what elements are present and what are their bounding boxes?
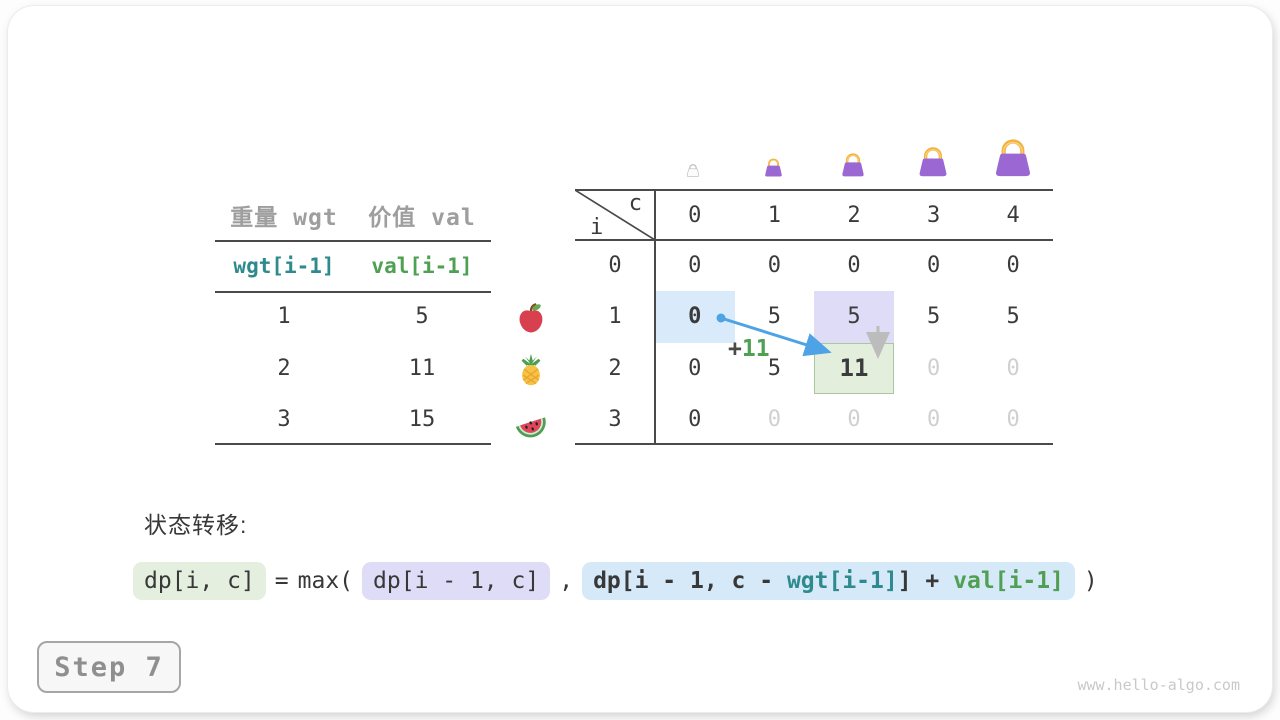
apple-icon	[514, 301, 548, 335]
dp-cell-1-4: 5	[1006, 304, 1020, 330]
state-transition-label: 状态转移:	[144, 512, 248, 538]
divider	[575, 239, 1053, 241]
divider	[215, 240, 491, 242]
item-3-weight: 3	[277, 406, 291, 432]
max-open: max(	[297, 568, 354, 594]
paren-close: )	[1083, 568, 1098, 594]
comma: ,	[559, 568, 574, 594]
arg2-prefix: dp[i - 1, c -	[593, 568, 787, 594]
dp-cell-2-1: 5	[767, 355, 782, 381]
state-transition-formula: dp[i, c] = max( dp[i - 1, c] , dp[i - 1,…	[133, 560, 1098, 602]
dp-cell-3-2: 0	[847, 406, 861, 432]
dp-corner-cell: c i	[575, 190, 655, 240]
row-variable: i	[590, 215, 604, 240]
dp-cell-1-0-source: 0	[655, 291, 735, 343]
add-value-annotation: +11	[728, 336, 770, 362]
arg2-plus: +	[911, 568, 954, 594]
dp-row-label-1: 1	[608, 304, 622, 330]
item-2-weight: 2	[277, 355, 291, 381]
bag-empty-icon	[685, 162, 701, 181]
dp-cell-2-0: 0	[688, 355, 702, 381]
dp-cell-0-2: 0	[847, 253, 861, 279]
step-indicator: Step 7	[37, 641, 181, 693]
dp-cell-2-4: 0	[1006, 355, 1020, 381]
items-table-subheader-val: val[i-1]	[371, 253, 473, 278]
divider	[575, 443, 1053, 445]
bag-icon-3	[914, 143, 952, 181]
item-3-value: 15	[408, 406, 436, 432]
added-value: 11	[741, 336, 770, 362]
plus-sign: +	[728, 336, 742, 362]
divider	[575, 189, 1053, 191]
arg2-bracket: ]	[897, 568, 912, 594]
divider	[215, 291, 491, 293]
dp-cell-3-0: 0	[688, 406, 702, 432]
items-table-subheader-wgt: wgt[i-1]	[233, 253, 335, 278]
arg2-val-term: val[i-1]	[953, 568, 1064, 594]
item-2-value: 11	[408, 355, 436, 381]
item-1-value: 5	[415, 304, 429, 330]
dp-cell-3-4: 0	[1006, 406, 1020, 432]
items-table: 重量 wgt 价值 val wgt[i-1] val[i-1] 1 5 2 11…	[215, 190, 491, 445]
formula-arg1: dp[i - 1, c]	[362, 562, 551, 600]
formula-arg2: dp[i - 1, c - wgt[i-1]] + val[i-1]	[582, 562, 1075, 600]
items-table-header-value: 价值 val	[368, 205, 476, 231]
dp-cell-3-1: 0	[767, 406, 782, 432]
dp-col-label-2: 2	[847, 202, 861, 228]
watermelon-icon	[513, 404, 547, 438]
items-table-header-weight: 重量 wgt	[230, 205, 338, 231]
dp-row-label-0: 0	[608, 253, 622, 279]
formula-lhs: dp[i, c]	[133, 562, 266, 600]
equals-sign: =	[274, 568, 289, 594]
dp-col-label-1: 1	[767, 202, 782, 228]
dp-cell-1-2-source: 5	[814, 291, 894, 343]
dp-row-label-2: 2	[608, 355, 622, 381]
dp-cell-1-3: 5	[926, 304, 941, 330]
dp-col-label-3: 3	[926, 202, 941, 228]
arg2-wgt-term: wgt[i-1]	[786, 568, 898, 594]
dp-cell-0-0: 0	[688, 253, 702, 279]
col-variable: c	[628, 191, 642, 216]
divider	[215, 443, 491, 445]
divider	[654, 190, 656, 445]
step-label: Step 7	[54, 651, 164, 683]
bag-icon-4	[989, 134, 1037, 181]
dp-cell-3-3: 0	[926, 406, 941, 432]
dp-cell-1-1: 5	[767, 304, 782, 330]
dp-cell-2-3: 0	[926, 355, 941, 381]
pineapple-icon	[514, 353, 548, 387]
dp-cell-0-4: 0	[1006, 253, 1020, 279]
bag-icon-1	[762, 156, 785, 181]
dp-table: c i 0 1 2 3 4 0 0 0 0 0 0 1 0 5 5 5 5 2 …	[575, 189, 1053, 445]
dp-col-label-4: 4	[1006, 202, 1020, 228]
dp-cell-2-2-current: 11	[814, 342, 894, 394]
bag-icon-2	[838, 150, 868, 181]
dp-cell-0-1: 0	[767, 253, 782, 279]
dp-row-label-3: 3	[608, 406, 622, 432]
dp-col-label-0: 0	[688, 202, 702, 228]
item-1-weight: 1	[277, 304, 291, 330]
dp-cell-0-3: 0	[926, 253, 941, 279]
site-watermark: www.hello-algo.com	[1077, 676, 1240, 694]
